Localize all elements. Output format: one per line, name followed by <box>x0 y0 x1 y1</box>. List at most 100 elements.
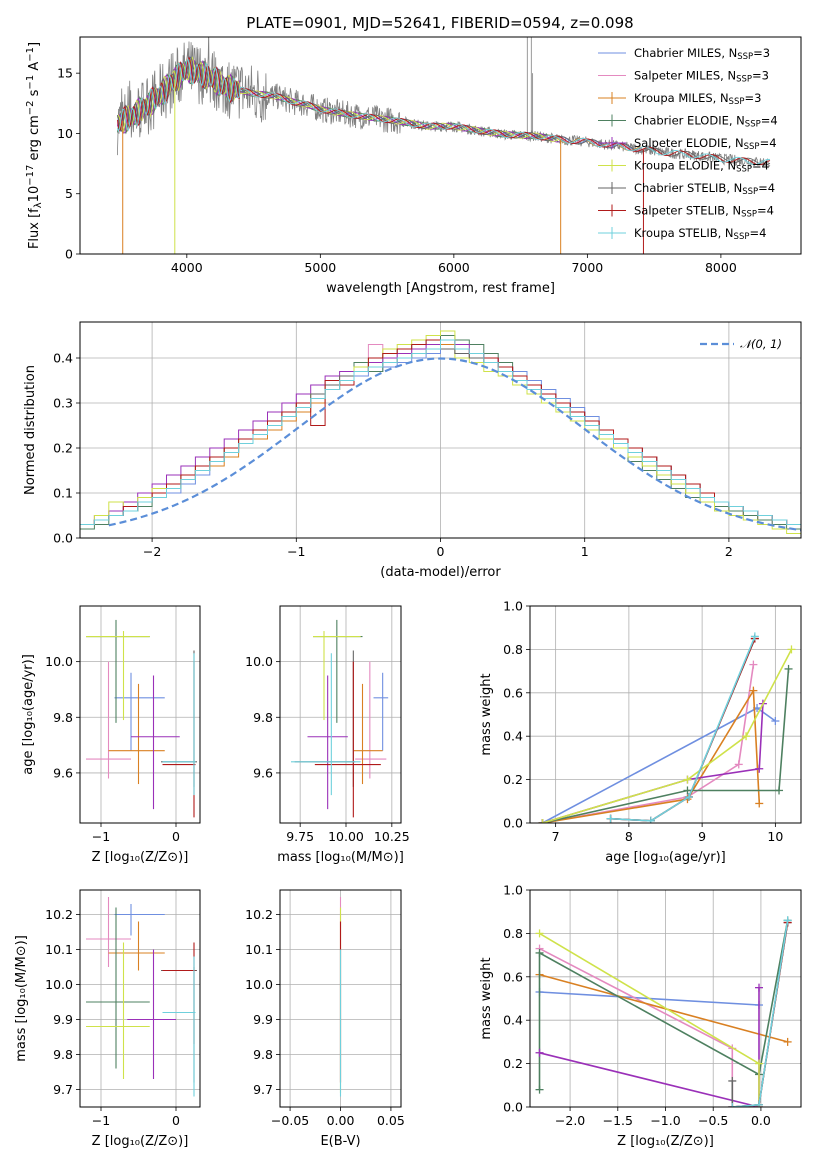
x-tick-label: −2 <box>143 544 161 559</box>
y-axis-label: Normed distribution <box>23 365 38 495</box>
series-line <box>610 638 756 822</box>
axes-frame <box>79 605 201 824</box>
x-tick-label: 0 <box>437 544 445 559</box>
y-tick-label: 9.7 <box>253 1082 273 1097</box>
x-tick-label: 0.0 <box>751 1113 771 1128</box>
series-kroupa-miles <box>538 686 764 823</box>
x-tick-label: 7000 <box>571 260 603 275</box>
legend-label-sub: SSP <box>744 142 760 152</box>
y-tick-label: 0.0 <box>503 816 523 831</box>
legend-label-suffix: =4 <box>758 181 775 195</box>
legend-label-suffix: =4 <box>760 136 777 150</box>
legend-label-text: Salpeter STELIB, N <box>634 204 741 218</box>
x-tick-label: 4000 <box>171 260 203 275</box>
errorbar-chabrier-miles <box>114 672 165 751</box>
plot-area-age_vs_mass <box>291 619 389 818</box>
x-tick-label: −2.0 <box>555 1113 585 1128</box>
errorbar-salpeter-miles <box>355 661 387 779</box>
series-line <box>732 922 789 1107</box>
y-axis-label-part: ] <box>27 42 42 47</box>
axes-age_vs_mass: 9.75 10.00 10.25 9.6 9.8 10.0 mass [log₁₀(M/M⊙… <box>245 605 410 865</box>
y-tick-label: 0.2 <box>53 441 73 456</box>
y-tick-label: 9.8 <box>253 710 273 725</box>
legend-label-sub: SSP <box>736 165 752 175</box>
errorbar-salpeter-stelib <box>314 661 381 818</box>
x-tick-label: 9 <box>698 829 706 844</box>
legend-label-sub: SSP <box>741 210 757 220</box>
legend-label-suffix: =3 <box>753 46 770 60</box>
x-axis-label: (data-model)/error <box>380 565 501 580</box>
x-tick-label: 6000 <box>438 260 470 275</box>
x-tick-label: 10 <box>767 829 783 844</box>
y-tick-label: 1.0 <box>503 599 523 614</box>
errorbar-chabrier-elodie <box>86 907 150 1069</box>
legend-label-text: Kroupa MILES, N <box>634 91 729 105</box>
legend-label-suffix: =4 <box>761 114 778 128</box>
x-tick-label: −0.5 <box>698 1113 728 1128</box>
histogram-kroupa-stelib <box>80 339 801 525</box>
y-tick-label: 0.1 <box>53 486 73 501</box>
series-line <box>731 922 789 1107</box>
errorbar-chabrier-elodie <box>313 619 363 723</box>
y-axis-label: age [log₁₀(age/yr)] <box>21 654 36 775</box>
y-tick-label: 10.0 <box>245 654 273 669</box>
x-tick-label: −1.5 <box>603 1113 633 1128</box>
axes-frame <box>529 605 802 824</box>
y-tick-label: 9.8 <box>53 1047 73 1062</box>
errorbar-kroupa-elodie <box>86 942 150 1079</box>
legend-label-salpeter-miles: Salpeter MILES, NSSP=3 <box>634 69 769 85</box>
x-axis-label: Z [log₁₀(Z/Z⊙)] <box>92 1134 189 1149</box>
legend-label-suffix: =4 <box>757 204 774 218</box>
legend-label-text: Chabrier MILES, N <box>634 46 737 60</box>
x-tick-label: −1 <box>287 544 305 559</box>
legend-label-suffix: =4 <box>752 159 769 173</box>
legend-label-chabrier-miles: Chabrier MILES, NSSP=3 <box>634 46 770 62</box>
y-axis-label-part: −1 <box>25 75 36 90</box>
errorbar-salpeter-elodie <box>307 675 348 810</box>
legend-label-sub: SSP <box>736 75 752 85</box>
errorbar-chabrier-miles <box>114 904 165 936</box>
series-kroupa-stelib <box>606 632 759 823</box>
legend-label-text: Salpeter MILES, N <box>634 69 736 83</box>
legend-label-sub: SSP <box>745 120 761 130</box>
y-axis-label-part: −1 <box>25 47 36 62</box>
x-tick-label: −1 <box>92 1113 110 1128</box>
y-tick-label: 0.4 <box>503 1013 523 1028</box>
axes-frame <box>79 36 802 255</box>
legend-label-sub: SSP <box>729 97 745 107</box>
x-axis-label: age [log₁₀(age/yr)] <box>605 850 726 865</box>
y-tick-label: 0 <box>65 247 73 262</box>
legend-label-text: Chabrier ELODIE, N <box>634 114 745 128</box>
y-axis-label-part: 10 <box>27 186 42 203</box>
legend-label-kroupa-elodie: Kroupa ELODIE, NSSP=4 <box>634 159 769 175</box>
legend-label-chabrier-elodie: Chabrier ELODIE, NSSP=4 <box>634 114 778 130</box>
series-kroupa-miles <box>535 970 792 1046</box>
plot-area-weight_vs_Z <box>535 916 792 1107</box>
errorbar-salpeter-stelib <box>162 661 196 818</box>
x-axis-label: E(B-V) <box>320 1134 360 1149</box>
y-tick-label: 15 <box>57 66 73 81</box>
y-tick-label: 5 <box>65 186 73 201</box>
y-tick-label: 10.0 <box>245 977 273 992</box>
series-line <box>610 638 756 822</box>
plot-area-mass_vs_Z <box>86 897 197 1097</box>
y-axis-label-part: −2 <box>25 100 36 115</box>
errorbar-kroupa-elodie <box>313 631 361 721</box>
x-tick-label: 0.05 <box>377 1113 405 1128</box>
legend-label-text: Kroupa ELODIE, N <box>634 159 736 173</box>
axes-weight_vs_age: 7 8 9 10 0.0 0.2 0.4 0.6 0.8 1.0 age [log₁₀(age/yr… <box>479 599 802 865</box>
series-kroupa-stelib <box>728 916 792 1107</box>
x-tick-label: 0 <box>172 829 180 844</box>
y-tick-label: 9.9 <box>253 1012 273 1027</box>
legend-label-suffix: =4 <box>749 226 766 240</box>
x-tick-label: 10.00 <box>328 829 364 844</box>
x-tick-label: 8000 <box>705 260 737 275</box>
y-tick-label: 9.6 <box>53 765 73 780</box>
y-axis-label-part: A <box>27 62 42 75</box>
y-tick-label: 10.1 <box>245 942 273 957</box>
y-tick-label: 0.8 <box>503 642 523 657</box>
legend-label-sub: SSP <box>734 232 750 242</box>
x-tick-label: 8 <box>625 829 633 844</box>
x-tick-label: 10.25 <box>374 829 410 844</box>
